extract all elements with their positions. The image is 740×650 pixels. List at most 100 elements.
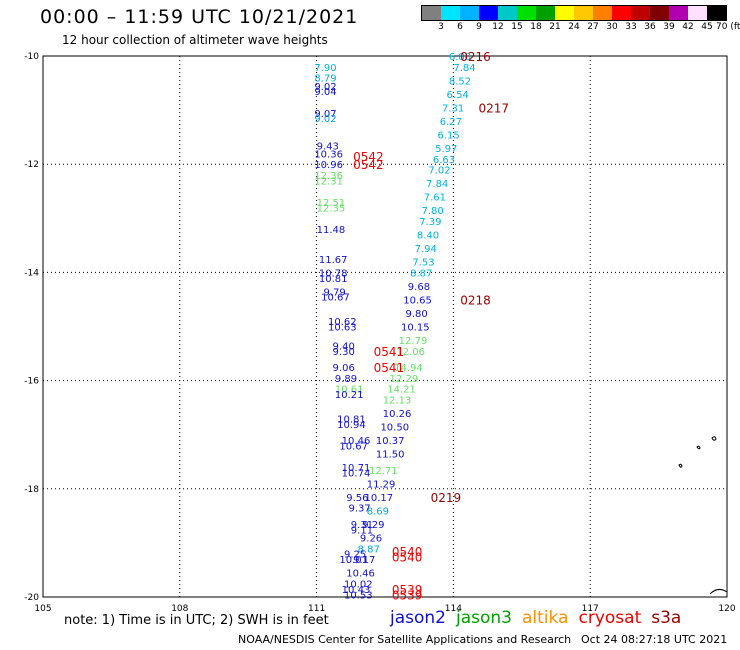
wave-height-label: 8.87 <box>410 268 432 279</box>
satellite-name: s3a <box>651 608 682 628</box>
wave-height-label: 8.87 <box>358 544 380 555</box>
wave-height-label: 10.26 <box>383 409 412 420</box>
legend-swatch <box>422 6 441 20</box>
pass-time-label: 0541 <box>374 345 405 359</box>
wave-height-label: 7.84 <box>426 179 448 190</box>
pass-time-label: 0541 <box>374 361 405 375</box>
pass-time-label: 0217 <box>478 101 509 115</box>
wave-height-label: 7.02 <box>428 166 450 177</box>
legend-swatch <box>593 6 612 20</box>
wave-height-label: 10.67 <box>321 293 350 304</box>
wave-height-label: 9.68 <box>408 282 430 293</box>
legend-swatch <box>517 6 536 20</box>
legend-label: 70 (ft) <box>716 22 740 32</box>
y-tick-label: -20 <box>24 593 39 603</box>
legend-swatch <box>536 6 555 20</box>
legend-label: 15 <box>511 22 523 32</box>
wave-height-label: 10.46 <box>342 436 371 447</box>
wave-height-label: 7.53 <box>412 258 434 269</box>
wave-height-label: 9.25 <box>344 550 366 561</box>
satellite-name: altika <box>522 608 569 628</box>
wave-height-label: 10.81 <box>319 274 348 285</box>
wave-height-label: 7.31 <box>442 103 464 114</box>
wave-height-label: 12.31 <box>314 176 343 187</box>
wave-height-label: 11.67 <box>319 255 348 266</box>
pass-time-label: 0539 <box>392 583 423 597</box>
wave-height-label: 9.26 <box>360 533 382 544</box>
legend-label: 36 <box>644 22 656 32</box>
wave-height-label: 10.96 <box>314 160 343 171</box>
wave-height-label: 6.27 <box>440 117 462 128</box>
legend-label: 18 <box>530 22 542 32</box>
wave-height-label: 10.65 <box>403 295 432 306</box>
wave-height-label: 9.04 <box>314 87 336 98</box>
wave-height-label: 10.02 <box>344 579 373 590</box>
wave-height-label: 9.43 <box>317 141 339 152</box>
wave-height-label: 10.36 <box>314 149 343 160</box>
legend-swatch <box>555 6 574 20</box>
wave-height-label: 11.29 <box>367 479 396 490</box>
legend-label: 45 <box>701 22 713 32</box>
wave-height-label: 10.81 <box>337 414 366 425</box>
page-title: 00:00 – 11:59 UTC 10/21/2021 <box>40 6 359 28</box>
wave-height-label: 9.56 <box>346 493 368 504</box>
pass-time-label: 0542 <box>353 158 384 172</box>
legend-label: 27 <box>587 22 599 32</box>
x-tick-label: 111 <box>308 604 325 614</box>
wave-height-label: 9.06 <box>333 363 355 374</box>
wave-height-label: 9.79 <box>323 287 345 298</box>
pass-time-label: 0542 <box>353 150 384 164</box>
wave-height-label: 7.61 <box>424 193 446 204</box>
wave-height-label: 7.94 <box>415 244 437 255</box>
footer-note: note: 1) Time is in UTC; 2) SWH is in fe… <box>64 613 329 628</box>
legend-swatch <box>688 6 707 20</box>
wave-height-label: 14.94 <box>394 363 423 374</box>
wave-height-label: 8.69 <box>367 506 389 517</box>
legend-label: 3 <box>438 22 444 32</box>
y-tick-label: -10 <box>24 52 39 62</box>
page-subtitle: 12 hour collection of altimeter wave hei… <box>62 33 328 47</box>
y-tick-label: -14 <box>24 268 39 278</box>
legend-swatch <box>707 6 726 20</box>
satellite-name: cryosat <box>578 608 642 628</box>
pass-time-label: 0539 <box>392 588 423 602</box>
wave-height-label: 10.67 <box>339 442 368 453</box>
wave-height-label: 10.17 <box>364 493 393 504</box>
pass-time-label: 0218 <box>460 293 491 307</box>
wave-height-label: 14.21 <box>387 385 416 396</box>
x-tick-label: 105 <box>34 604 51 614</box>
wave-height-label: 12.35 <box>317 203 346 214</box>
legend-swatch <box>669 6 688 20</box>
coastline-island <box>711 436 717 441</box>
wave-height-label: 10.50 <box>380 423 409 434</box>
legend-swatch <box>574 6 593 20</box>
wave-height-label: 6.15 <box>437 130 459 141</box>
wave-height-label: 9.02 <box>314 114 336 125</box>
wave-height-label: 10.01 <box>339 555 368 566</box>
wave-height-label: 9.17 <box>353 555 375 566</box>
wave-height-label: 10.53 <box>344 590 373 601</box>
legend-swatch <box>460 6 479 20</box>
legend-label: 30 <box>606 22 618 32</box>
wave-height-label: 10.61 <box>335 385 364 396</box>
pass-time-label: 0219 <box>431 491 462 505</box>
coastline-mainland <box>709 588 728 595</box>
x-tick-label: 117 <box>582 604 599 614</box>
wave-height-label: 9.89 <box>335 374 357 385</box>
y-tick-label: -18 <box>24 485 39 495</box>
wave-height-label: 9.07 <box>314 109 336 120</box>
satellite-name: jason3 <box>456 608 512 628</box>
wave-height-label: 10.74 <box>342 469 371 480</box>
y-tick-label: -12 <box>24 160 39 170</box>
coastline-island <box>696 445 701 450</box>
wave-height-label: 6.80 <box>449 52 471 63</box>
legend-swatch <box>612 6 631 20</box>
wave-height-label: 9.40 <box>333 341 355 352</box>
x-tick-label: 114 <box>445 604 462 614</box>
wave-height-label: 11.48 <box>317 225 346 236</box>
wave-height-label: 8.40 <box>417 231 439 242</box>
legend-label: 39 <box>663 22 675 32</box>
legend-swatch <box>650 6 669 20</box>
legend-label: 33 <box>625 22 637 32</box>
